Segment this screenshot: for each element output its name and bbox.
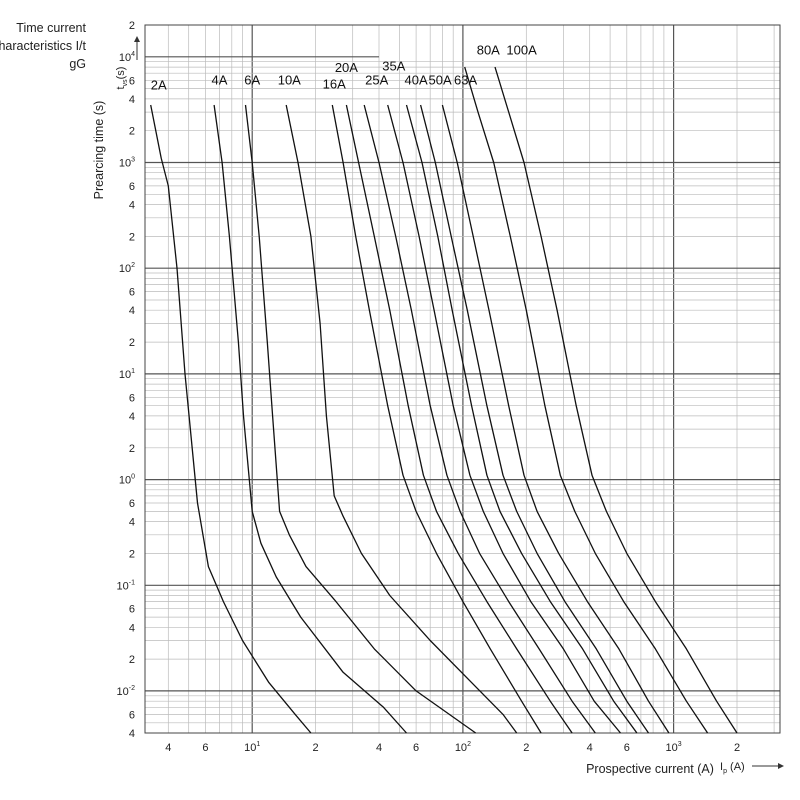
x-tick-label: 101 [244,741,260,754]
label-16a: 16A [323,77,346,92]
y-tick-label: 4 [129,728,135,740]
x-tick-label: 2 [523,742,529,754]
y-tick-label: 104 [119,51,135,64]
label-2a: 2A [151,78,167,93]
label-80a: 80A [477,43,500,58]
label-40a: 40A [405,72,428,87]
y-tick-label: 6 [129,392,135,404]
y-tick-label: 4 [129,622,135,634]
label-100a: 100A [506,43,537,58]
label-25a: 25A [365,72,388,87]
x-tick-labels: 4 6 101 2 4 6 102 2 4 6 103 2 [165,741,740,754]
y-tick-label: 103 [119,157,135,170]
y-tick-label: 4 [129,200,135,212]
y-tick-label: 2 [129,548,135,560]
plot-frame [144,24,781,734]
y-axis-label: Prearcing time (s) tvs(s) [92,36,140,199]
y-tick-label: 101 [119,368,135,381]
label-50a: 50A [429,72,452,87]
curve-10a [285,104,518,734]
label-35a: 35A [382,59,405,74]
chart-title: Time current characteristics I/t gG [0,21,87,71]
x-tick-label: 2 [313,742,319,754]
x-axis-arrow-head [778,763,784,769]
chart-title-line-2: characteristics I/t [0,39,87,53]
y-tick-label: 6 [129,75,135,87]
y-tick-label: 4 [129,517,135,529]
y-tick-label: 4 [129,305,135,317]
curve-63a [441,104,670,734]
y-tick-label: 10-1 [117,579,136,592]
y-tick-label: 6 [129,498,135,510]
x-tick-label: 6 [413,742,419,754]
y-tick-label: 6 [129,709,135,721]
y-tick-label: 4 [129,94,135,106]
x-tick-label: 4 [376,742,382,754]
fuse-curves [150,66,738,734]
y-tick-label: 2 [129,337,135,349]
y-tick-label: 6 [129,181,135,193]
label-4a: 4A [212,72,228,87]
label-20a: 20A [335,60,358,75]
curve-25a [363,104,596,734]
y-tick-label: 6 [129,287,135,299]
curve-80a [464,66,709,734]
curve-16a [331,104,542,734]
curve-2a [150,104,312,734]
y-axis-arrow-head [134,36,140,42]
y-tick-label: 2 [129,654,135,666]
y-tick-label: 100 [119,474,135,487]
y-axis-unit: tvs(s) [115,67,129,90]
y-tick-label: 2 [129,231,135,243]
y-tick-labels: 2 104 6 4 2 103 6 4 2 102 6 4 2 101 6 4 2 100 6 4 2 10-1 6 4 2 10… [117,20,136,740]
curve-35a [387,104,622,734]
x-tick-label: 4 [587,742,593,754]
x-tick-label: 2 [734,742,740,754]
x-axis-title: Prospective current (A) [586,762,714,776]
x-axis-label: Prospective current (A) Ip (A) [586,761,784,776]
curve-20a [345,104,573,734]
x-tick-label: 4 [165,742,171,754]
y-tick-label: 102 [119,262,135,275]
y-axis-title: Prearcing time (s) [92,101,106,200]
x-tick-label: 103 [666,741,682,754]
curve-4a [213,104,407,734]
y-tick-label: 2 [129,126,135,138]
curve-6a [244,104,477,734]
grid-lines [145,24,780,734]
y-tick-label: 4 [129,411,135,423]
curve-100a [494,66,738,734]
curve-40a [405,104,638,734]
y-tick-label: 2 [129,443,135,455]
label-63a: 63A [454,72,477,87]
x-tick-label: 6 [202,742,208,754]
label-6a: 6A [244,72,260,87]
curve-50a [419,104,650,734]
chart-title-line-1: Time current [16,21,86,35]
y-tick-label: 10-2 [117,685,136,698]
x-tick-label: 102 [455,741,471,754]
chart-title-line-3: gG [69,57,86,71]
x-tick-label: 6 [624,742,630,754]
label-10a: 10A [278,72,301,87]
x-axis-unit: Ip (A) [720,761,745,775]
y-tick-label: 2 [129,20,135,32]
y-tick-label: 6 [129,604,135,616]
